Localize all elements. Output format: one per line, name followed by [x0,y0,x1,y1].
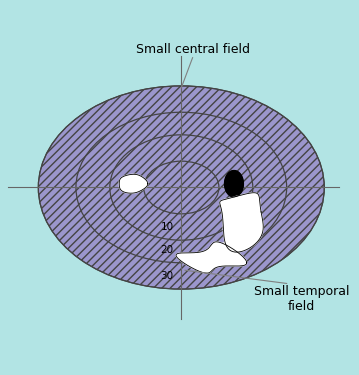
Text: 20: 20 [160,244,174,255]
Polygon shape [119,174,148,193]
Text: Small temporal
field: Small temporal field [254,285,349,314]
Text: Small central field: Small central field [136,43,250,56]
Ellipse shape [38,86,324,289]
Polygon shape [176,242,247,273]
Polygon shape [219,236,245,252]
Ellipse shape [76,112,286,263]
Polygon shape [225,171,243,197]
Polygon shape [220,193,263,252]
Text: 10: 10 [160,222,174,232]
Text: 30: 30 [160,271,174,281]
Ellipse shape [144,161,219,214]
Ellipse shape [110,135,253,240]
